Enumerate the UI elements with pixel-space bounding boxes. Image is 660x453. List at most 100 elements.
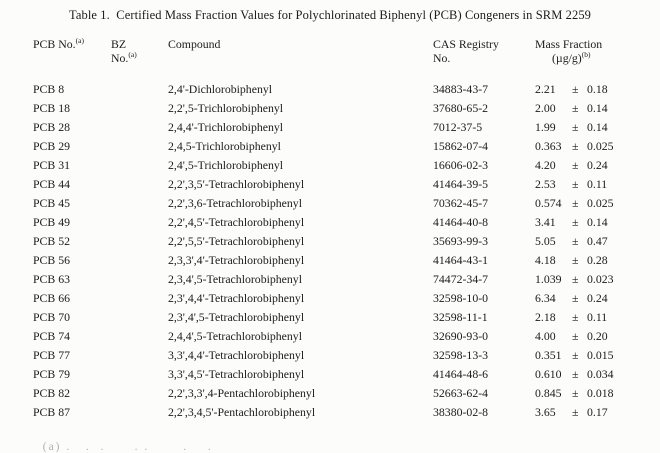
table-row: PCB 63 2,3,4',5-Tetrachlorobiphenyl 74472-…: [33, 270, 655, 289]
cas-cell: 32598-13-3: [433, 348, 489, 362]
mass-fraction-value: 0.351: [535, 348, 562, 362]
plus-minus-sign: ±: [572, 177, 579, 191]
mass-fraction-uncertainty: 0.11: [587, 310, 608, 324]
mass-fraction-value: 1.039: [535, 272, 562, 286]
table-header: PCB No.(a) BZ No.(a) Compound CAS Registry No…: [33, 37, 655, 80]
mass-fraction-cell: 2.00 ±0.14: [535, 99, 655, 118]
header-row: PCB No.(a) BZ No.(a) Compound CAS Registry No…: [33, 37, 655, 80]
cas-cell: 70362-45-7: [433, 196, 489, 210]
compound-cell: 2,4,5-Trichlorobiphenyl: [168, 139, 281, 153]
cas-cell: 74472-34-7: [433, 272, 489, 286]
plus-minus-sign: ±: [572, 196, 579, 210]
plus-minus-sign: ±: [572, 386, 579, 400]
mass-fraction-value: 0.574: [535, 196, 562, 210]
bz-no-cell: [111, 251, 168, 270]
mass-fraction-cell: 3.41 ±0.14: [535, 213, 655, 232]
pcb-no-cell: PCB 74: [33, 329, 71, 343]
mass-fraction-cell: 5.05 ±0.47: [535, 232, 655, 251]
mass-fraction-uncertainty: 0.14: [587, 101, 608, 115]
pcb-no-cell: PCB 44: [33, 177, 71, 191]
cas-cell: 35693-99-3: [433, 234, 489, 248]
table-row: PCB 49 2,2',4,5'-Tetrachlorobiphenyl 41464…: [33, 213, 655, 232]
mass-fraction-value: 2.53: [535, 177, 556, 191]
mass-fraction-cell: 0.351 ±0.015: [535, 346, 655, 365]
compound-cell: 2,2',3,5'-Tetrachlorobiphenyl: [168, 177, 305, 191]
table-row: PCB 79 3,3',4,5'-Tetrachlorobiphenyl 41464…: [33, 365, 655, 384]
column-header-bz-no: BZ No.(a): [111, 37, 168, 80]
compound-cell: 2,4',5-Trichlorobiphenyl: [168, 158, 284, 172]
mass-fraction-value: 4.18: [535, 253, 556, 267]
pcb-no-cell: PCB 52: [33, 234, 71, 248]
mass-fraction-value: 2.18: [535, 310, 556, 324]
footnote-fragment: (a) . . . . . . .: [33, 429, 213, 453]
column-header-line: No.(a): [111, 50, 137, 65]
table-row: PCB 77 3,3',4,4'-Tetrachlorobiphenyl 32598…: [33, 346, 655, 365]
mass-fraction-cell: 0.363 ±0.025: [535, 137, 655, 156]
mass-fraction-uncertainty: 0.28: [587, 253, 608, 267]
table-row: PCB 82 2,2',3,3',4-Pentachlorobiphenyl 526…: [33, 384, 655, 403]
footnote-marker: (a): [128, 50, 137, 60]
compound-cell: 2,2',5-Trichlorobiphenyl: [168, 101, 284, 115]
mass-fraction-cell: 2.21 ±0.18: [535, 80, 655, 99]
bz-no-cell: [111, 213, 168, 232]
cas-cell: 32598-11-1: [433, 310, 488, 324]
plus-minus-sign: ±: [572, 234, 579, 248]
plus-minus-sign: ±: [572, 253, 579, 267]
compound-cell: 2,4,4'-Trichlorobiphenyl: [168, 120, 284, 134]
column-header-mass-fraction: Mass Fraction (µg/g)(b): [535, 37, 655, 80]
pcb-no-cell: PCB 31: [33, 158, 71, 172]
pcb-no-cell: PCB 49: [33, 215, 71, 229]
footnote-marker: (a): [75, 36, 84, 46]
mass-fraction-cell: 4.00 ±0.20: [535, 327, 655, 346]
mass-fraction-uncertainty: 0.17: [587, 405, 608, 419]
table-row: PCB 74 2,4,4',5-Tetrachlorobiphenyl 32690-…: [33, 327, 655, 346]
compound-cell: 2,4'-Dichlorobiphenyl: [168, 82, 273, 96]
pcb-no-cell: PCB 8: [33, 82, 65, 96]
plus-minus-sign: ±: [572, 329, 579, 343]
cas-cell: 41464-39-5: [433, 177, 489, 191]
mass-fraction-uncertainty: 0.025: [587, 139, 614, 153]
mass-fraction-uncertainty: 0.24: [587, 291, 608, 305]
mass-fraction-value: 2.21: [535, 82, 556, 96]
mass-fraction-uncertainty: 0.025: [587, 196, 614, 210]
column-header-line: Mass Fraction: [535, 37, 603, 51]
bz-no-cell: [111, 346, 168, 365]
bz-no-cell: [111, 403, 168, 422]
pcb-no-cell: PCB 77: [33, 348, 71, 362]
plus-minus-sign: ±: [572, 291, 579, 305]
column-header-line: No.: [433, 51, 451, 65]
cas-cell: 41464-48-6: [433, 367, 489, 381]
cas-cell: 37680-65-2: [433, 101, 489, 115]
mass-fraction-cell: 0.610 ±0.034: [535, 365, 655, 384]
column-header-line: BZ: [111, 37, 127, 51]
compound-cell: 2,3',4',5-Tetrachlorobiphenyl: [168, 310, 305, 324]
mass-fraction-value: 2.00: [535, 101, 556, 115]
bz-no-cell: [111, 384, 168, 403]
bz-no-cell: [111, 137, 168, 156]
bz-no-cell: [111, 194, 168, 213]
table-row: PCB 18 2,2',5-Trichlorobiphenyl 37680-65-2…: [33, 99, 655, 118]
mass-fraction-cell: 0.845 ±0.018: [535, 384, 655, 403]
column-header-line: CAS Registry: [433, 37, 499, 51]
mass-fraction-uncertainty: 0.034: [587, 367, 614, 381]
mass-fraction-cell: 3.65 ±0.17: [535, 403, 655, 422]
mass-fraction-cell: 4.20 ±0.24: [535, 156, 655, 175]
compound-cell: 2,2',3,3',4-Pentachlorobiphenyl: [168, 386, 316, 400]
bz-no-cell: [111, 118, 168, 137]
column-header-line: (µg/g)(b): [552, 50, 591, 65]
bz-no-cell: [111, 270, 168, 289]
mass-fraction-cell: 4.18 ±0.28: [535, 251, 655, 270]
pcb-no-cell: PCB 70: [33, 310, 71, 324]
bz-no-cell: [111, 308, 168, 327]
mass-fraction-value: 6.34: [535, 291, 556, 305]
cas-cell: 16606-02-3: [433, 158, 489, 172]
bz-no-cell: [111, 327, 168, 346]
pcb-no-cell: PCB 79: [33, 367, 71, 381]
mass-fraction-uncertainty: 0.023: [587, 272, 614, 286]
certified-values-table: PCB No.(a) BZ No.(a) Compound CAS Registry No…: [33, 37, 655, 422]
compound-cell: 2,3,3',4'-Tetrachlorobiphenyl: [168, 253, 305, 267]
mass-fraction-value: 0.845: [535, 386, 562, 400]
table-row: PCB 52 2,2',5,5'-Tetrachlorobiphenyl 35693…: [33, 232, 655, 251]
footnote-marker: (b): [581, 50, 591, 60]
pcb-no-cell: PCB 63: [33, 272, 71, 286]
